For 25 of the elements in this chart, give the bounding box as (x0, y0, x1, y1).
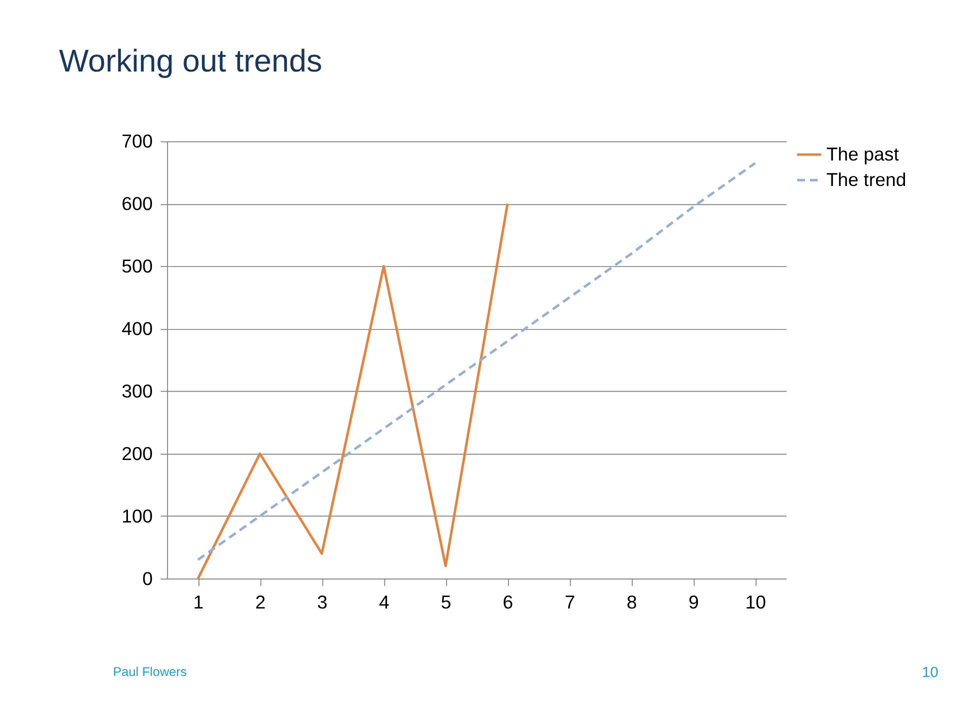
x-tick-label: 10 (745, 591, 766, 612)
x-tick-label: 7 (564, 591, 576, 612)
y-tick-label: 400 (122, 318, 153, 340)
legend-label: The trend (826, 168, 906, 190)
legend-label: The past (826, 143, 900, 164)
y-tick-label: 100 (122, 505, 153, 526)
y-tick-label: 300 (122, 380, 153, 402)
y-tick-label: 200 (122, 442, 153, 464)
y-tick-label: 700 (122, 130, 153, 152)
x-tick-label: 2 (255, 591, 266, 612)
x-tick-label: 6 (502, 591, 514, 612)
y-tick-label: 500 (122, 256, 153, 277)
x-tick-label: 3 (317, 591, 328, 612)
line-series (196, 202, 509, 580)
x-tick-label: 4 (378, 591, 390, 612)
x-tick-label: 8 (626, 591, 637, 612)
x-tick-label: 5 (440, 591, 452, 612)
text: 10 (922, 664, 938, 681)
x-tick-label: 1 (193, 591, 204, 612)
text: Paul Flowers (112, 664, 187, 679)
x-tick-label: 9 (688, 591, 699, 612)
line-series (196, 162, 756, 562)
y-tick-label: 600 (122, 193, 153, 214)
y-tick-label: 0 (142, 568, 153, 589)
chart-title: Working out trends (58, 44, 322, 79)
